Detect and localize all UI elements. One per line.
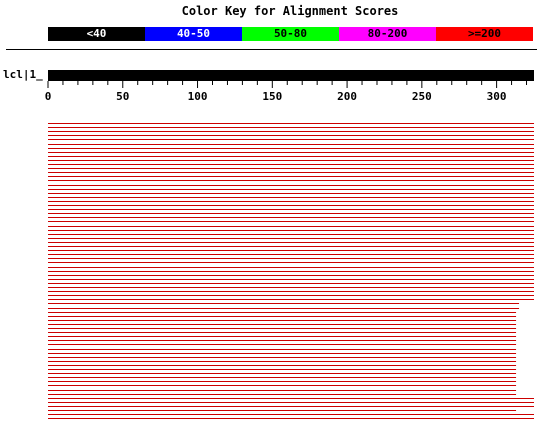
axis-tick-label: 0 [45, 90, 52, 103]
color-key-segment: 40-50 [145, 27, 242, 41]
axis-tick-label: 200 [337, 90, 357, 103]
axis-tick-label: 100 [188, 90, 208, 103]
color-key-segment: >=200 [436, 27, 533, 41]
color-key-segment: 80-200 [339, 27, 436, 41]
divider [6, 49, 537, 50]
query-bar[interactable] [48, 70, 534, 81]
query-label: lcl|1_ [3, 68, 43, 81]
axis-tick-label: 150 [262, 90, 282, 103]
color-key-title: Color Key for Alignment Scores [181, 4, 399, 18]
axis-tick-label: 250 [412, 90, 432, 103]
axis-tick-label: 300 [487, 90, 507, 103]
axis-tick-label: 50 [116, 90, 129, 103]
color-key-segment: 50-80 [242, 27, 339, 41]
color-key-segment: <40 [48, 27, 145, 41]
